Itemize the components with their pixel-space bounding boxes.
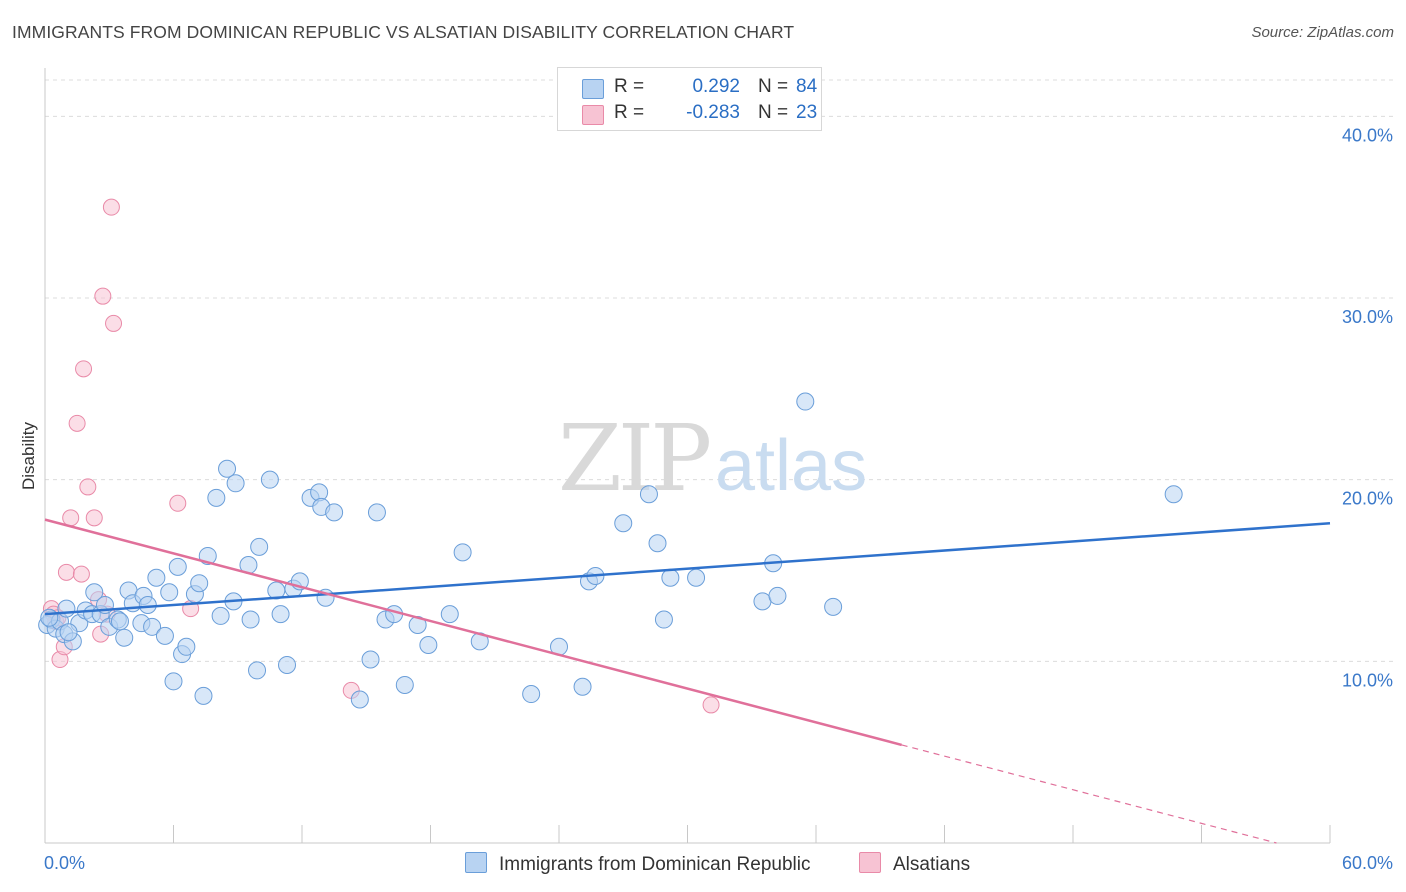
alsatians-trend-line: [44, 518, 902, 747]
dominican-point: [687, 568, 706, 587]
watermark-atlas: atlas: [715, 426, 867, 506]
bottom-legend-label-dominican: Immigrants from Dominican Republic: [499, 854, 811, 875]
dominican-point: [241, 610, 260, 629]
watermark: ZIP atlas: [558, 405, 867, 512]
alsatians-point: [62, 509, 80, 527]
bottom-legend-alsatians: Alsatians: [859, 852, 970, 876]
dominican-point: [115, 628, 134, 647]
watermark-zip: ZIP: [558, 405, 709, 512]
dominican-point: [350, 690, 369, 709]
legend-n-value: 84: [796, 76, 818, 97]
legend-n-label: N =: [758, 76, 789, 97]
alsatians-point: [68, 414, 86, 432]
dominican-point: [824, 597, 843, 616]
dominican-point: [143, 617, 162, 636]
dominican-point: [226, 474, 245, 493]
dominican-point: [796, 392, 815, 411]
dominican-point: [168, 557, 187, 576]
legend-n-value: 23: [796, 102, 818, 123]
alsatians-point: [169, 494, 187, 512]
dominican-point: [211, 606, 230, 625]
dominican-point: [207, 488, 226, 507]
dominican-point: [440, 605, 459, 624]
alsatians-point: [702, 696, 720, 714]
legend-n-label: N =: [758, 102, 789, 123]
legend-r-value: -0.283: [686, 102, 740, 123]
dominican-point: [218, 459, 237, 478]
legend-swatch-pink: [582, 105, 604, 125]
dominican-point: [164, 672, 183, 691]
y-axis-label: Disability: [19, 421, 38, 490]
alsatians-point: [57, 563, 75, 581]
dominican-point: [190, 574, 209, 593]
y-tick-label: 10.0%: [1342, 670, 1393, 690]
alsatians-point: [105, 314, 123, 332]
dominican-point: [177, 637, 196, 656]
dominican-point: [248, 661, 267, 680]
bottom-legend-label-alsatians: Alsatians: [893, 854, 971, 875]
chart-source: Source: ZipAtlas.com: [1251, 24, 1394, 41]
dominican-point: [522, 685, 541, 704]
dominican-point: [768, 586, 787, 605]
y-tick-label: 20.0%: [1342, 489, 1393, 509]
dominican-point: [85, 583, 104, 602]
dominican-point: [278, 655, 297, 674]
dominican-point: [639, 485, 658, 504]
dominican-point: [573, 677, 592, 696]
dominican-point: [325, 503, 344, 522]
dominican-point: [147, 568, 166, 587]
bottom-legend-dominican: Immigrants from Dominican Republic: [465, 852, 811, 876]
legend-r-label: R =: [614, 76, 645, 97]
alsatians-point: [75, 360, 93, 378]
y-tick-labels: 10.0% 20.0% 30.0% 40.0%: [1342, 125, 1393, 690]
dominican-point: [367, 503, 386, 522]
alsatians-point: [102, 198, 120, 216]
alsatians-point: [85, 509, 103, 527]
dominican-point: [361, 650, 380, 669]
y-tick-label: 40.0%: [1342, 125, 1393, 145]
dominican-point: [419, 635, 438, 654]
dominican-point: [648, 534, 667, 553]
dominican-point: [661, 568, 680, 587]
x-tick-label: 60.0%: [1342, 853, 1393, 873]
alsatians-point: [94, 287, 112, 305]
trend-lines: [44, 518, 1331, 844]
dominican-point: [40, 608, 59, 627]
dominican-point: [260, 470, 279, 489]
dominican-point: [160, 583, 179, 602]
x-tick-labels: 0.0% 60.0%: [44, 853, 1393, 873]
grid-lines: [45, 79, 1393, 662]
dominican-point: [250, 537, 269, 556]
legend-swatch-blue: [582, 79, 604, 99]
dominican-point: [395, 675, 414, 694]
bottom-legend-swatch-pink: [859, 852, 881, 873]
stats-legend: R = 0.292 N = 84 R = -0.283 N = 23: [557, 67, 822, 131]
alsatians-point: [79, 478, 97, 496]
legend-r-label: R =: [614, 102, 645, 123]
alsatians-trend-extension: [901, 744, 1277, 844]
dominican-point: [654, 610, 673, 629]
dominican-point: [57, 599, 76, 618]
dominican-point: [753, 592, 772, 611]
dominican-point: [614, 514, 633, 533]
bottom-legend-swatch-blue: [465, 852, 487, 873]
chart-title: IMMIGRANTS FROM DOMINICAN REPUBLIC VS AL…: [12, 22, 795, 42]
alsatians-point: [72, 565, 90, 583]
dominican-point: [1164, 485, 1183, 504]
dominican-trend-line: [44, 522, 1331, 616]
dominican-point: [271, 605, 290, 624]
dominican-point: [110, 612, 129, 631]
dominican-points: [38, 392, 1183, 709]
legend-r-value: 0.292: [692, 76, 740, 97]
dominican-point: [155, 626, 174, 645]
dominican-point: [59, 623, 78, 642]
y-tick-label: 30.0%: [1342, 307, 1393, 327]
axes: [44, 68, 1331, 844]
dominican-point: [138, 596, 157, 615]
dominican-point: [194, 686, 213, 705]
x-tick-label: 0.0%: [44, 853, 85, 873]
dominican-point: [453, 543, 472, 562]
